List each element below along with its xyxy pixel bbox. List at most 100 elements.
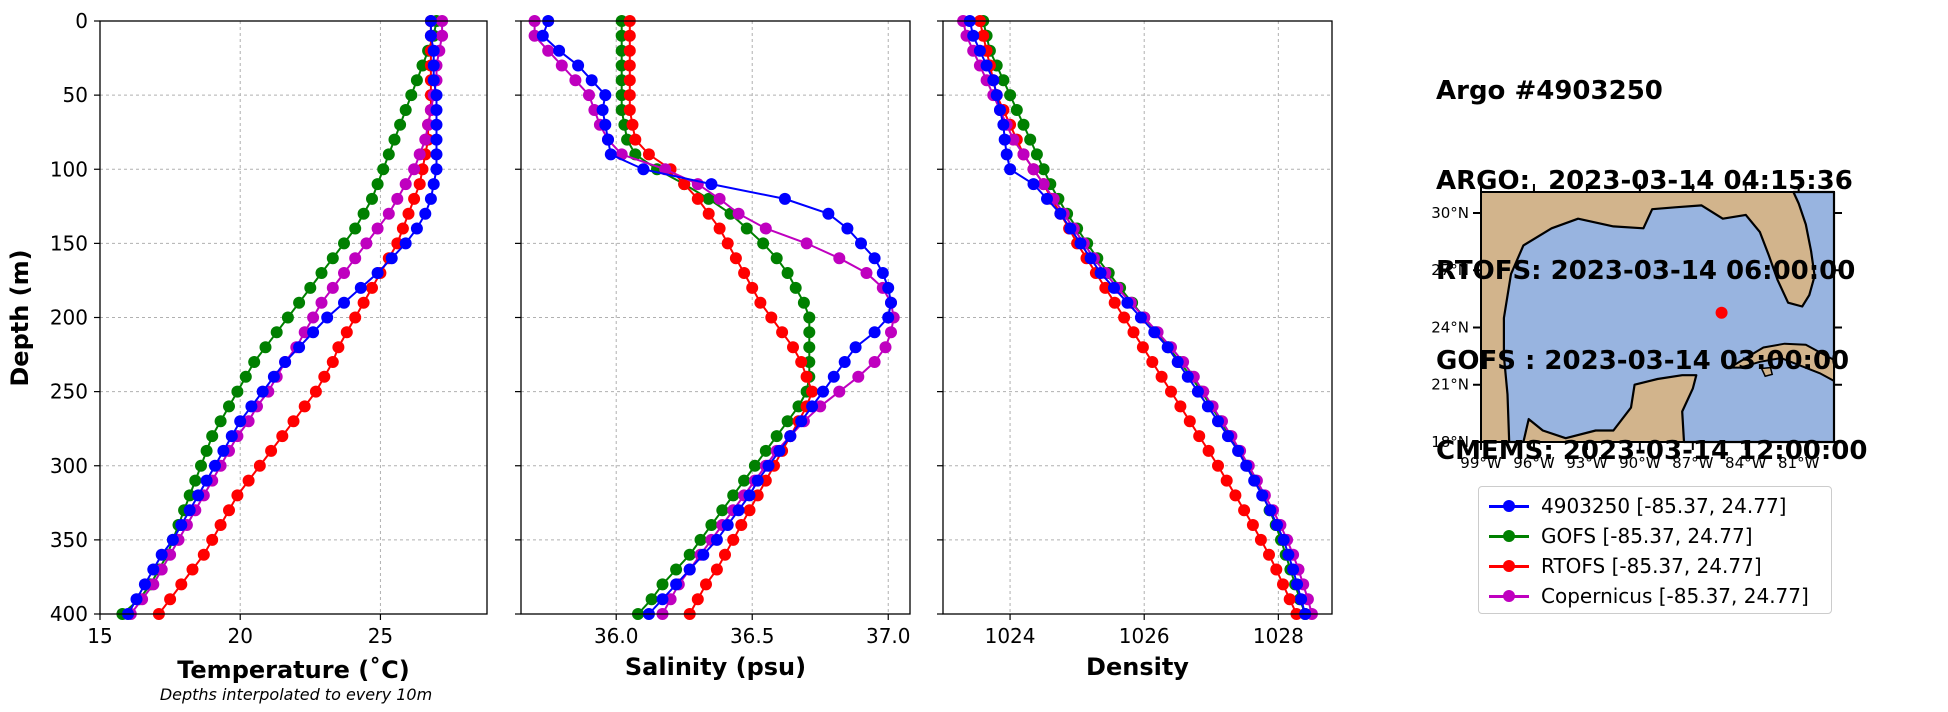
depth-tick-label: 200 (50, 306, 88, 330)
density-argo-point (1181, 370, 1194, 383)
density-copernicus-point (1007, 133, 1020, 146)
depth-tick-label: 400 (50, 602, 88, 626)
density-axis-title: Density (1086, 653, 1189, 681)
legend-label-gofs: GOFS [-85.37, 24.77] (1541, 524, 1753, 548)
salinity-gofs-point (738, 474, 751, 487)
temperature-gofs-point (394, 118, 407, 131)
density-rtofs-point (1146, 356, 1159, 368)
temperature-axis-title: Temperature (˚C) (177, 656, 410, 684)
temperature-gofs-point (183, 489, 196, 502)
density-argo-point (1240, 459, 1253, 472)
density-rtofs-point (1246, 519, 1259, 531)
salinity-gofs-point (770, 430, 783, 443)
depth-tick-label: 350 (50, 528, 88, 552)
float-location-marker (1715, 306, 1728, 319)
temperature-copernicus-point (315, 296, 328, 309)
salinity-gofs-point (759, 444, 772, 457)
temperature-rtofs-point (175, 578, 188, 591)
density-rtofs-point (1212, 459, 1224, 472)
temperature-argo-point (321, 311, 334, 324)
density-argo-point (1027, 178, 1040, 191)
temperature-rtofs-point (340, 326, 353, 339)
salinity-gofs-point (702, 192, 715, 205)
density-copernicus-point (1027, 163, 1040, 176)
salinity-axis-title: Salinity (psu) (625, 653, 806, 681)
salinity-copernicus-point (555, 59, 568, 72)
salinity-rtofs-point (678, 178, 691, 191)
temperature-gofs-point (371, 178, 384, 191)
salinity-argo-point (882, 281, 895, 294)
salinity-rtofs-point (623, 89, 636, 102)
salinity-copernicus-point (852, 370, 865, 383)
salinity-argo-point (599, 118, 612, 131)
salinity-argo-point (599, 89, 612, 102)
density-copernicus-point (1037, 178, 1050, 191)
density-rtofs-point (1183, 415, 1196, 428)
salinity-argo-point (721, 519, 734, 531)
temperature-argo-point (430, 163, 443, 176)
map-lon-label: 99°W (1460, 454, 1502, 472)
salinity-gofs-point (797, 296, 810, 309)
density-argo-point (1256, 489, 1269, 502)
temperature-argo-point (427, 178, 440, 191)
legend-swatch-rtofs (1489, 559, 1529, 573)
temperature-copernicus-point (422, 118, 435, 131)
density-rtofs-point (1202, 444, 1215, 457)
temperature-argo-point (430, 148, 443, 161)
temperature-rtofs-point (197, 548, 210, 561)
temperature-gofs-point (259, 341, 272, 354)
density-rtofs-point (1254, 533, 1267, 546)
salinity-gofs-point (789, 281, 802, 294)
temperature-argo-point (424, 29, 437, 42)
salinity-rtofs-point (751, 489, 764, 502)
salinity-rtofs-point (738, 267, 751, 279)
temperature-argo-point (225, 430, 238, 443)
density-rtofs-point (1108, 296, 1121, 309)
temperature-gofs-point (293, 296, 306, 309)
temperature-copernicus-point (436, 29, 449, 42)
density-rtofs-point (1229, 489, 1242, 502)
temperature-rtofs-point (206, 533, 219, 546)
density-rtofs-point (1118, 311, 1131, 324)
temperature-argo-point (430, 89, 443, 102)
density-gofs-point (1017, 118, 1030, 131)
temperature-argo-point (267, 370, 280, 383)
temperature-argo-point (234, 415, 247, 428)
salinity-copernicus-point (879, 341, 892, 354)
salinity-argo-point (604, 148, 617, 161)
density-gofs-point (1037, 163, 1050, 176)
density-argo-point (1291, 578, 1304, 591)
salinity-gofs-point (757, 237, 770, 250)
salinity-tick-label: 36.5 (730, 624, 775, 648)
temperature-rtofs-point (265, 444, 278, 457)
salinity-rtofs-point (800, 370, 813, 383)
temperature-rtofs-point (357, 296, 370, 309)
salinity-copernicus-point (860, 267, 873, 279)
salinity-argo-point (743, 489, 756, 502)
density-gofs-point (1030, 148, 1043, 161)
temperature-rtofs-point (413, 178, 426, 191)
density-argo-point (994, 104, 1006, 116)
map-isla-juventud (1760, 366, 1774, 378)
map-lon-label: 93°W (1566, 454, 1608, 472)
density-gofs-point (1024, 133, 1037, 146)
density-argo-point (1094, 267, 1107, 279)
salinity-gofs-point (803, 311, 816, 324)
temperature-copernicus-point (408, 163, 421, 176)
salinity-rtofs-point (623, 29, 636, 42)
temperature-rtofs-point (214, 519, 227, 531)
salinity-copernicus-point (759, 222, 772, 235)
density-argo-point (1134, 311, 1147, 324)
salinity-rtofs-point (623, 44, 636, 57)
salinity-gofs-point (645, 593, 658, 606)
density-argo-point (1295, 593, 1308, 606)
temperature-gofs-point (189, 474, 202, 487)
salinity-copernicus-point (528, 29, 541, 42)
salinity-argo-point (751, 474, 764, 487)
salinity-argo-point (882, 311, 895, 324)
temperature-argo-point (424, 192, 437, 205)
temperature-gofs-point (239, 370, 252, 383)
density-argo-point (1191, 385, 1204, 398)
density-gofs-point (1010, 104, 1023, 116)
